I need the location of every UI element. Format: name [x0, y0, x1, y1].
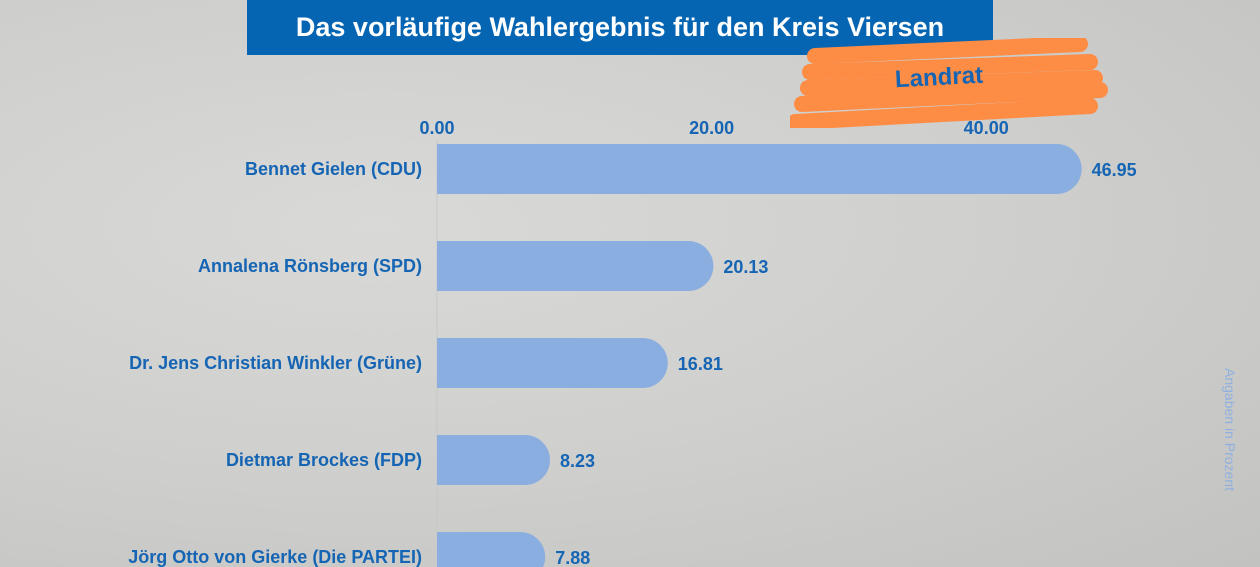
category-label: Dietmar Brockes (FDP): [226, 450, 422, 470]
bar: [437, 435, 550, 485]
category-label: Dr. Jens Christian Winkler (Grüne): [129, 353, 422, 373]
x-tick-label: 40.00: [964, 118, 1009, 138]
category-label: Jörg Otto von Gierke (Die PARTEI): [128, 547, 422, 567]
value-label: 20.13: [723, 257, 768, 277]
x-tick-label: 0.00: [419, 118, 454, 138]
x-tick-label: 20.00: [689, 118, 734, 138]
category-label: Annalena Rönsberg (SPD): [198, 256, 422, 276]
value-label: 46.95: [1092, 160, 1137, 180]
bar: [437, 241, 714, 291]
bar: [437, 532, 546, 567]
bar: [437, 338, 668, 388]
unit-note: Angaben in Prozent: [1222, 368, 1238, 491]
chart-title: Das vorläufige Wahlergebnis für den Krei…: [247, 0, 993, 55]
value-label: 16.81: [678, 354, 723, 374]
brush-stroke-badge: [790, 38, 1108, 128]
value-label: 8.23: [560, 451, 595, 471]
value-label: 7.88: [555, 548, 590, 567]
bar: [437, 144, 1082, 194]
category-label: Bennet Gielen (CDU): [245, 159, 422, 179]
